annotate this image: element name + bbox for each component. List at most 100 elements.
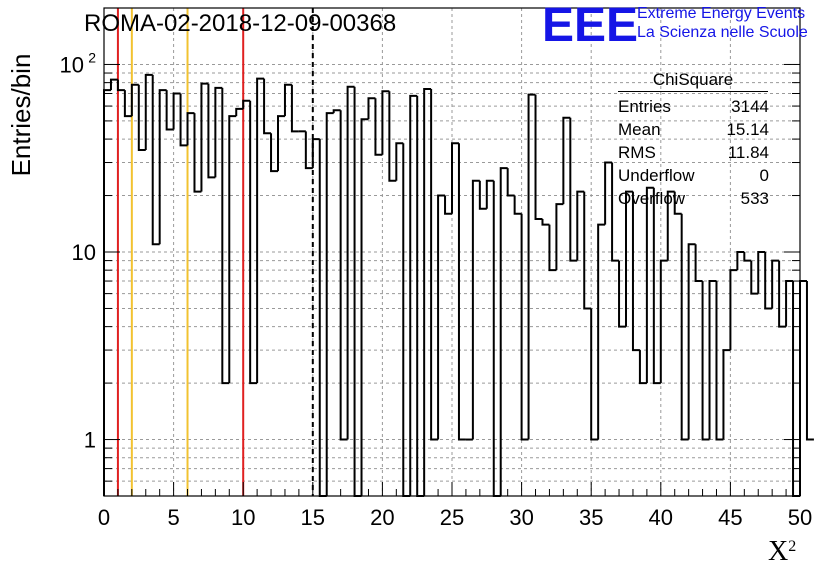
x-tick-label: 5 xyxy=(167,505,179,530)
histogram-bin xyxy=(242,99,251,109)
histogram-bin xyxy=(541,218,550,226)
histogram-bin xyxy=(652,187,661,385)
histogram-bin xyxy=(736,251,745,271)
stats-title: ChiSquare xyxy=(618,70,768,92)
histogram-bin xyxy=(214,86,223,178)
stats-row-underflow: Underflow 0 xyxy=(612,164,774,187)
y-tick-label: 10 xyxy=(60,52,84,77)
stats-row-overflow: Overflow 533 xyxy=(612,187,774,210)
histogram-bin xyxy=(478,180,487,210)
histogram-bin xyxy=(548,224,557,272)
histogram-bin xyxy=(729,269,738,351)
histogram-bin xyxy=(374,98,383,156)
stats-row-rms: RMS 11.84 xyxy=(612,141,774,164)
histogram-bin xyxy=(492,180,501,497)
histogram-bin xyxy=(562,116,571,205)
histogram-bin xyxy=(604,161,613,225)
stats-label: Underflow xyxy=(618,166,695,185)
histogram-bin xyxy=(423,87,432,496)
stats-value: 11.84 xyxy=(727,143,769,162)
histogram-bin xyxy=(137,84,146,151)
stats-label: Entries xyxy=(618,97,671,116)
histogram-bin xyxy=(805,281,814,441)
histogram-bin xyxy=(576,190,585,261)
histogram-bin xyxy=(618,260,626,328)
stats-value: 0 xyxy=(759,166,769,185)
histogram-bin xyxy=(638,350,647,385)
histogram-bin xyxy=(228,115,237,384)
eee-logo: EEE xyxy=(542,0,639,52)
histogram-bin xyxy=(534,94,543,220)
x-tick-label: 35 xyxy=(579,505,603,530)
histogram-bin xyxy=(402,143,411,497)
histogram-bin xyxy=(590,308,599,441)
histogram-bin xyxy=(109,78,118,91)
histogram-bin xyxy=(388,91,397,182)
histogram-bin xyxy=(771,259,780,309)
histogram-bin xyxy=(583,191,592,310)
histogram-bin xyxy=(659,259,668,384)
histogram-bin xyxy=(722,349,731,440)
x-tick-label: 20 xyxy=(370,505,394,530)
stats-label: Mean xyxy=(618,120,661,139)
histogram-bin xyxy=(437,194,446,440)
histogram-bin xyxy=(597,223,606,440)
x-tick-label: 30 xyxy=(509,505,533,530)
histogram-bin xyxy=(103,89,111,496)
histogram-bin xyxy=(457,143,466,441)
histogram-bin xyxy=(332,109,341,114)
histogram-bin xyxy=(179,93,188,147)
histogram-bin xyxy=(757,251,766,294)
y-tick-label: 1 xyxy=(84,428,96,453)
x-tick-label: 15 xyxy=(301,505,325,530)
histogram-bin xyxy=(311,138,320,169)
histogram-bin xyxy=(499,167,508,496)
histogram-bin xyxy=(353,86,362,497)
logo-line-2: La Scienza nelle Scuole xyxy=(637,24,808,41)
histogram-bin xyxy=(694,244,703,283)
stats-value: 3144 xyxy=(731,97,769,116)
histogram-bin xyxy=(158,89,167,245)
histogram-bin xyxy=(395,142,404,181)
histogram-bin xyxy=(116,79,125,92)
y-axis-label: Entries/bin xyxy=(6,53,36,177)
histogram-bin xyxy=(416,95,425,497)
histogram-bin xyxy=(520,213,529,441)
histogram-bin xyxy=(409,94,418,496)
x-axis-label-sup: 2 xyxy=(788,538,797,555)
histogram-bin xyxy=(743,252,752,262)
histogram-bin xyxy=(485,179,494,209)
chart-title: ROMA-02-2018-12-09-00368 xyxy=(84,10,397,37)
histogram-bin xyxy=(444,195,452,215)
histogram-bin xyxy=(367,97,376,120)
histogram-bin xyxy=(792,281,800,497)
histogram-bin xyxy=(451,142,459,214)
x-axis-label-text: X xyxy=(768,536,789,567)
histogram-bin xyxy=(715,281,724,441)
histogram-bin xyxy=(277,115,285,172)
y-tick-label: 10 xyxy=(72,240,96,265)
histogram-bin xyxy=(123,90,132,118)
histogram-bin xyxy=(680,213,689,441)
histogram-bin xyxy=(666,190,675,261)
x-tick-label: 0 xyxy=(98,505,110,530)
histogram-bin xyxy=(339,110,348,441)
histogram-bin xyxy=(360,118,369,496)
histogram-bin xyxy=(256,77,265,384)
histogram-bin xyxy=(785,280,794,327)
histogram-bin xyxy=(673,191,682,215)
x-tick-label: 25 xyxy=(440,505,464,530)
histogram-bin xyxy=(381,90,390,155)
histogram-bin xyxy=(186,112,195,146)
histogram-bin xyxy=(430,88,439,441)
stats-row-mean: Mean 15.14 xyxy=(612,118,774,141)
stats-label: Overflow xyxy=(618,189,686,208)
histogram-bin xyxy=(625,190,633,327)
histogram-bin xyxy=(750,260,759,295)
histogram-bin xyxy=(569,117,578,262)
histogram-bin xyxy=(144,73,153,150)
histogram-bin xyxy=(249,100,258,385)
histogram-bin xyxy=(235,107,244,117)
x-tick-label: 50 xyxy=(788,505,812,530)
